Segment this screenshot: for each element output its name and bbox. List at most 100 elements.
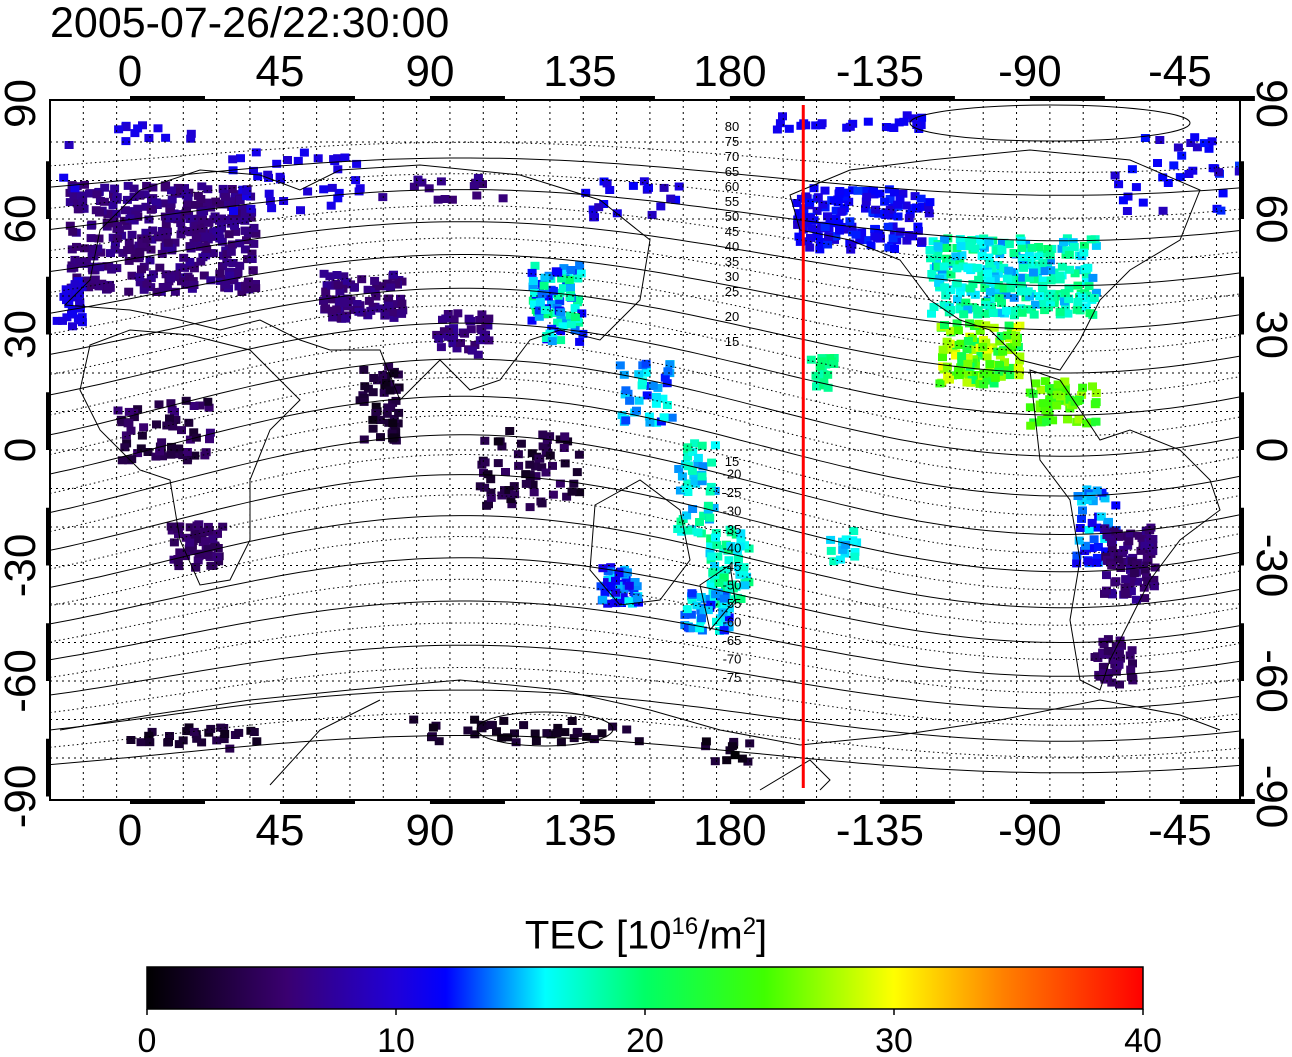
tec-cell <box>1111 501 1121 510</box>
tec-cell <box>218 522 228 531</box>
tec-cell <box>845 122 855 131</box>
tec-cell <box>351 176 361 185</box>
tec-cell <box>1086 418 1096 427</box>
tec-cell <box>1081 271 1091 280</box>
bottom-tick-bar <box>1179 799 1255 804</box>
bottom-tick-bar <box>429 799 505 804</box>
tec-cell <box>75 259 85 268</box>
tec-cell <box>1024 248 1034 257</box>
tec-cell <box>359 435 369 444</box>
tec-cell <box>620 390 630 399</box>
tec-cell <box>167 186 176 195</box>
tec-cell <box>1100 494 1110 503</box>
tec-cell <box>645 418 655 427</box>
tec-cell <box>296 206 305 215</box>
tec-cell <box>824 227 834 236</box>
tec-cell <box>979 369 989 378</box>
tec-cell <box>888 234 898 243</box>
tec-cell <box>186 244 196 253</box>
tec-cell <box>688 505 698 513</box>
tec-cell <box>313 154 323 163</box>
tec-cell <box>1040 377 1050 386</box>
tec-cell <box>615 361 625 370</box>
right-tick-bar <box>1239 276 1244 335</box>
bottom-tick-bar <box>729 799 805 804</box>
tec-cell <box>893 200 903 209</box>
mlat-contour <box>50 221 1240 287</box>
tec-cell <box>440 195 450 203</box>
tec-cell <box>855 236 865 245</box>
tec-cell <box>1214 168 1224 177</box>
tec-cell <box>1116 654 1125 663</box>
tec-cell <box>953 295 962 304</box>
contour-label: -60 <box>723 615 742 630</box>
mlat-contour <box>50 644 1240 710</box>
tec-cell <box>1085 309 1095 318</box>
colorbar-tick-label: 10 <box>377 1022 415 1057</box>
tec-cell <box>902 111 912 120</box>
tec-cell <box>979 380 989 389</box>
contour-label: 70 <box>725 149 739 164</box>
tec-cell <box>253 172 263 181</box>
tec-cell <box>548 490 558 499</box>
tec-cell <box>995 337 1005 346</box>
tec-cell <box>1127 165 1137 174</box>
tec-cell <box>955 288 965 297</box>
tec-cell <box>663 367 673 376</box>
tec-cell <box>246 204 256 213</box>
tec-cell <box>598 595 608 604</box>
tec-cell <box>651 392 661 401</box>
tec-cell <box>869 186 878 195</box>
tec-cell <box>137 234 147 243</box>
tec-cell <box>333 165 343 174</box>
coastline-path <box>789 149 1201 371</box>
tec-cell <box>861 197 871 206</box>
tec-cell <box>531 462 541 471</box>
tec-cell <box>963 305 973 314</box>
tec-cell <box>537 290 547 298</box>
tec-cell <box>811 121 821 130</box>
tec-cell <box>794 209 804 218</box>
tec-cell <box>696 593 706 601</box>
tec-cell <box>240 216 250 225</box>
tec-cell <box>940 283 950 292</box>
tec-cell <box>682 511 692 520</box>
tec-cell <box>252 737 262 746</box>
tec-cell <box>1080 547 1090 555</box>
tec-cell <box>190 451 200 460</box>
tec-cell <box>933 251 943 260</box>
tec-cell <box>102 262 112 271</box>
tec-cell <box>925 198 935 207</box>
tec-cell <box>1102 531 1112 540</box>
tec-cell <box>368 424 378 433</box>
tec-cell <box>213 529 222 538</box>
tec-cell <box>81 257 91 266</box>
tec-cell <box>438 315 447 324</box>
tec-cell <box>124 256 134 265</box>
tec-cell <box>139 423 149 432</box>
tec-cell <box>666 194 676 203</box>
tec-cell <box>881 123 891 131</box>
tec-cell <box>319 296 328 305</box>
tec-cell <box>1169 161 1179 170</box>
tec-cell <box>1009 293 1019 302</box>
tec-cell <box>481 330 490 339</box>
tec-cell <box>328 313 338 322</box>
tec-cell <box>448 339 458 348</box>
tec-cell <box>1043 245 1053 253</box>
tec-cell <box>390 300 400 309</box>
tec-cell <box>61 285 71 294</box>
colorbar-gradient <box>146 966 1144 1010</box>
tec-cell <box>148 194 158 203</box>
tec-cell <box>890 245 899 253</box>
tec-cell <box>656 202 666 211</box>
tec-cell <box>589 735 599 744</box>
tec-cell <box>1017 273 1027 282</box>
coastline-path <box>79 329 301 586</box>
tec-cell <box>722 756 732 765</box>
tec-cell <box>370 287 380 296</box>
tec-cell <box>999 365 1009 374</box>
coastline-path <box>59 679 1221 746</box>
tec-cell <box>734 554 743 563</box>
tec-cell <box>86 221 96 230</box>
